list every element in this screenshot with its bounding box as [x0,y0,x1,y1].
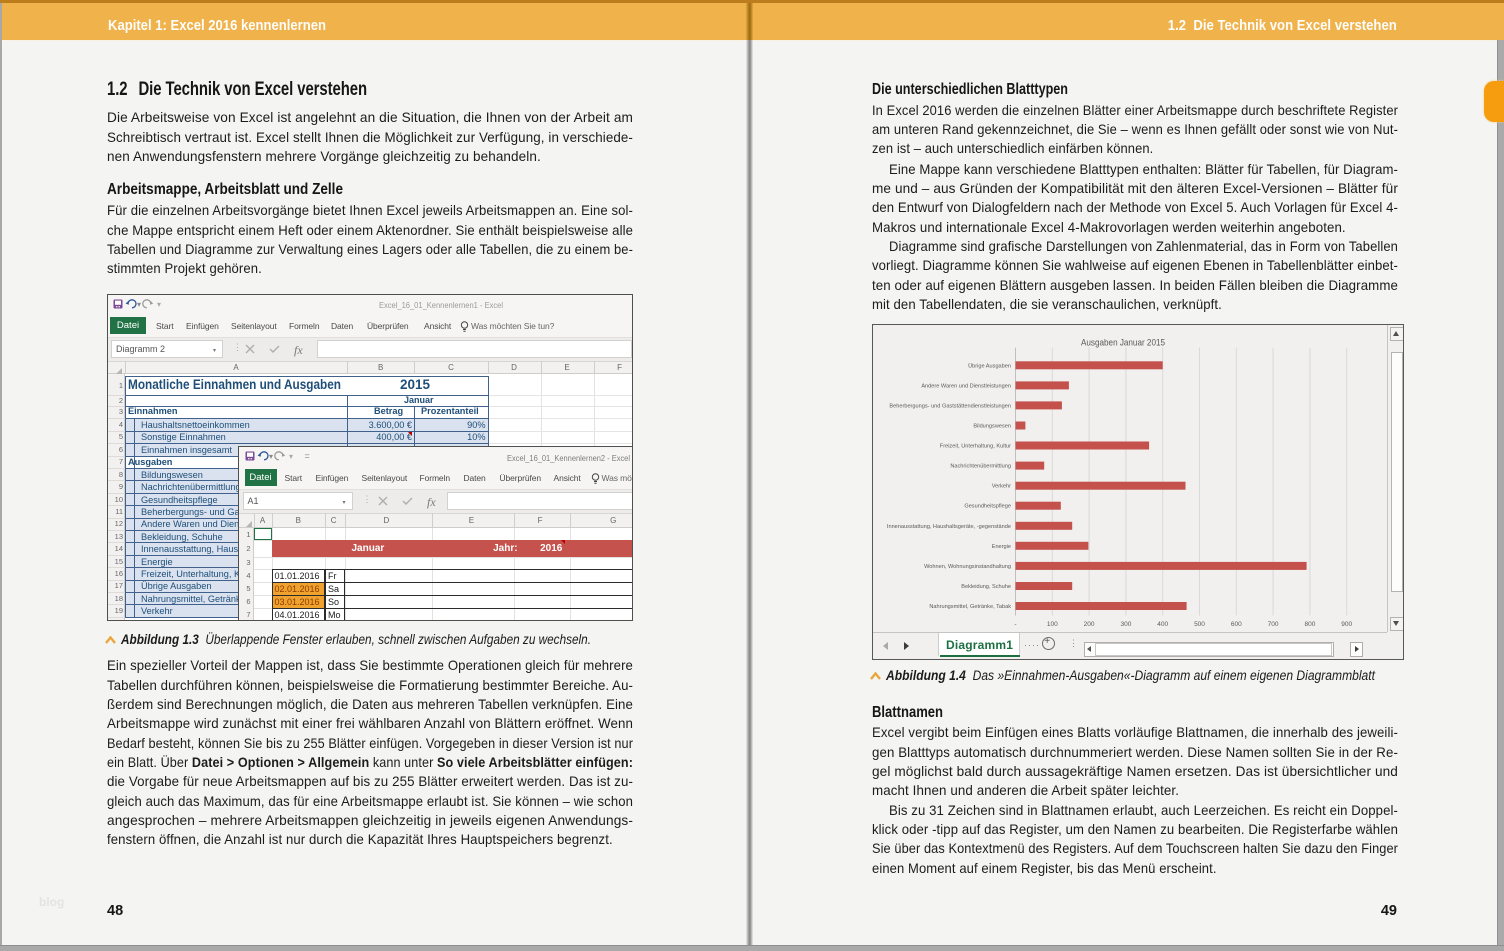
svg-text:700: 700 [1268,621,1279,628]
svg-text:fx: fx [294,343,303,357]
svg-text:600: 600 [1231,621,1242,628]
svg-text:100: 100 [1047,621,1058,628]
svg-text:Bekleidung, Schuhe: Bekleidung, Schuhe [961,584,1011,590]
svg-text:Beherbergungs- und Gaststätten: Beherbergungs- und Gaststättendienstleis… [889,403,1011,409]
svg-text:800: 800 [1304,621,1315,628]
svg-text:900: 900 [1341,621,1352,628]
svg-text:Energie: Energie [992,544,1011,550]
svg-text:▾: ▾ [289,452,293,461]
svg-text:▾: ▾ [157,300,161,309]
svg-text:-: - [1014,621,1016,628]
svg-text:Nahrungsmittel, Getränke, Taba: Nahrungsmittel, Getränke, Tabak [929,604,1011,610]
svg-text:Andere Waren und Dienstleistun: Andere Waren und Dienstleistungen [921,383,1011,389]
svg-text:Innenausstattung, Haushaltsger: Innenausstattung, Haushaltsgeräte, -gege… [887,524,1011,530]
svg-text:200: 200 [1084,621,1095,628]
svg-text:Bildungswesen: Bildungswesen [973,424,1011,430]
svg-text:300: 300 [1120,621,1131,628]
svg-text:500: 500 [1194,621,1205,628]
svg-text:Gesundheitspflege: Gesundheitspflege [964,504,1011,510]
svg-text:Wohnen, Wohnungsinstandhaltung: Wohnen, Wohnungsinstandhaltung [924,564,1011,570]
svg-text:Übrige Ausgaben: Übrige Ausgaben [968,362,1011,369]
svg-text:▾: ▾ [269,452,273,461]
svg-text:▾: ▾ [137,300,141,309]
svg-text:Verkehr: Verkehr [992,484,1011,490]
svg-text:400: 400 [1157,621,1168,628]
svg-text:fx: fx [427,495,436,509]
svg-text:Freizeit, Unterhaltung, Kultur: Freizeit, Unterhaltung, Kultur [940,444,1011,450]
svg-text:Nachrichtenübermittlung: Nachrichtenübermittlung [950,464,1011,470]
svg-text:Ausgaben Januar 2015: Ausgaben Januar 2015 [1081,338,1165,349]
